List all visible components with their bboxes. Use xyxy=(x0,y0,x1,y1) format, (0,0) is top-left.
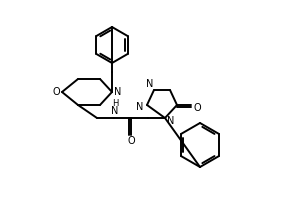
Text: N: N xyxy=(114,87,122,97)
Text: H: H xyxy=(112,99,118,108)
Text: N: N xyxy=(136,102,144,112)
Text: O: O xyxy=(127,136,135,146)
Text: O: O xyxy=(52,87,60,97)
Text: N: N xyxy=(146,79,154,89)
Text: N: N xyxy=(167,116,175,126)
Text: O: O xyxy=(193,103,201,113)
Text: N: N xyxy=(111,106,119,116)
